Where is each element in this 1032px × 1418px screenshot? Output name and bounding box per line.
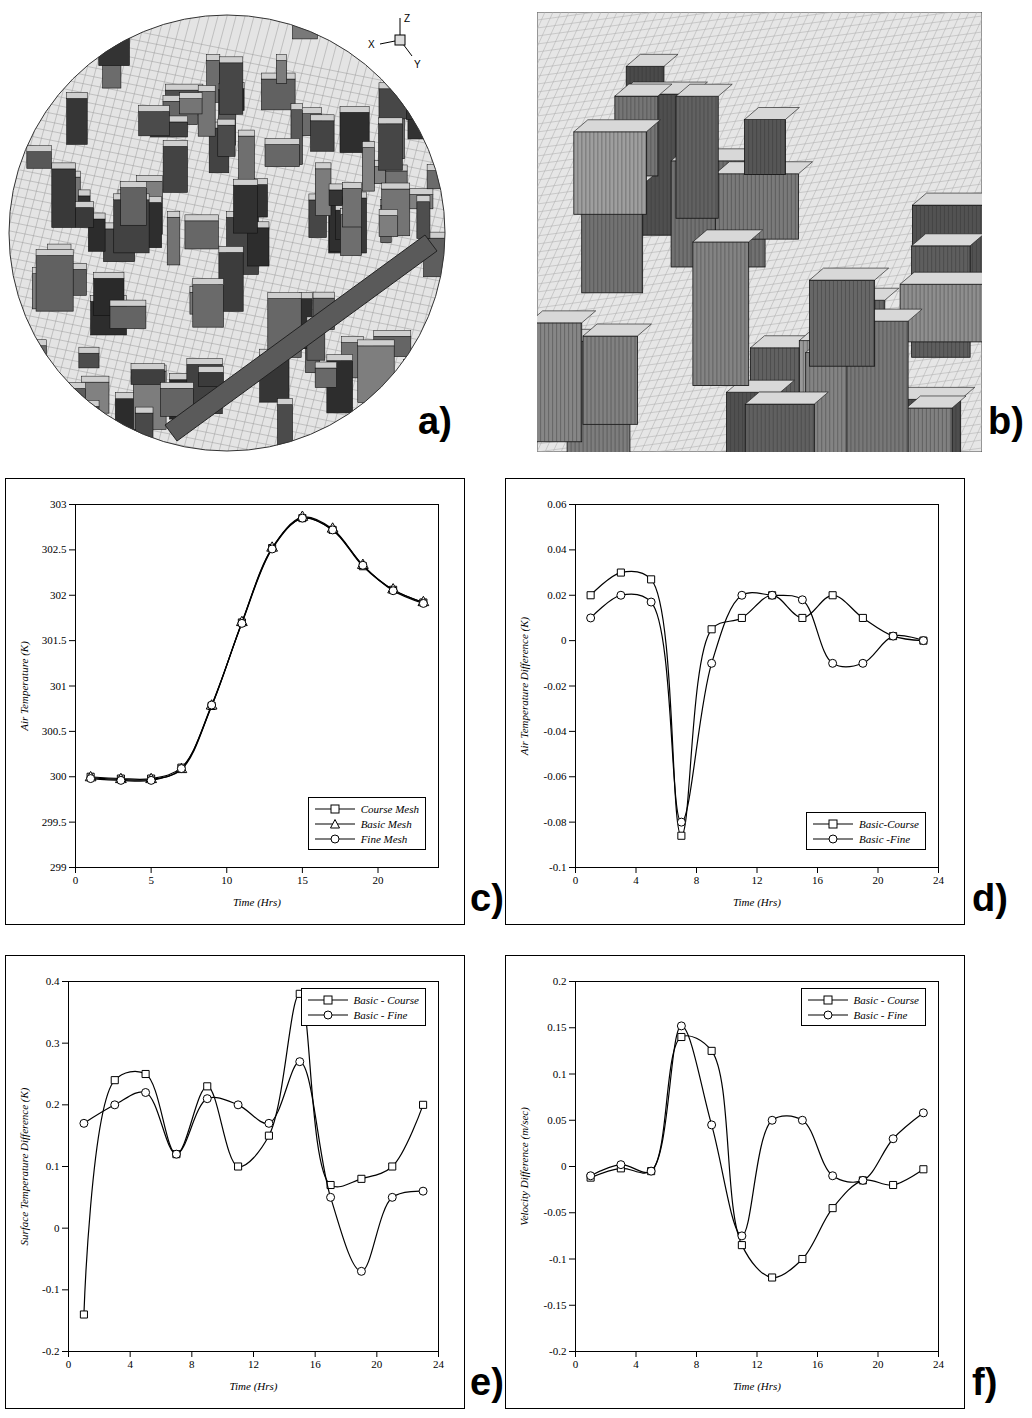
svg-text:Time (Hrs): Time (Hrs) bbox=[733, 896, 781, 909]
svg-text:4: 4 bbox=[127, 1358, 133, 1370]
svg-text:Air Temperature Difference (K): Air Temperature Difference (K) bbox=[518, 616, 531, 756]
svg-text:300: 300 bbox=[50, 770, 67, 782]
svg-text:301: 301 bbox=[50, 680, 67, 692]
svg-text:Air Temperature (K): Air Temperature (K) bbox=[18, 641, 31, 732]
svg-text:0.06: 0.06 bbox=[547, 498, 567, 510]
svg-text:Time (Hrs): Time (Hrs) bbox=[230, 1380, 278, 1393]
html-text:b): b) bbox=[988, 400, 1024, 442]
svg-text:24: 24 bbox=[433, 1358, 445, 1370]
svg-text:299: 299 bbox=[50, 861, 67, 873]
html-text:c): c) bbox=[470, 877, 504, 919]
svg-text:0: 0 bbox=[573, 874, 579, 886]
svg-text:0.3: 0.3 bbox=[46, 1037, 60, 1049]
svg-text:-0.08: -0.08 bbox=[544, 816, 567, 828]
svg-text:-0.06: -0.06 bbox=[544, 770, 567, 782]
html-text:Basic - Course: Basic - Course bbox=[353, 993, 419, 1006]
svg-text:8: 8 bbox=[189, 1358, 195, 1370]
svg-text:20: 20 bbox=[373, 874, 385, 886]
svg-text:Time (Hrs): Time (Hrs) bbox=[733, 1380, 781, 1393]
svg-text:0.2: 0.2 bbox=[46, 1098, 60, 1110]
svg-text:20: 20 bbox=[873, 874, 885, 886]
html-text:e): e) bbox=[470, 1361, 504, 1403]
svg-text:0: 0 bbox=[561, 634, 567, 646]
html-text:Course Mesh: Course Mesh bbox=[360, 802, 419, 815]
svg-text:0: 0 bbox=[573, 1358, 579, 1370]
svg-text:-0.02: -0.02 bbox=[544, 680, 567, 692]
svg-text:-0.1: -0.1 bbox=[549, 861, 566, 873]
svg-text:12: 12 bbox=[752, 874, 763, 886]
html-text:Basic - Course: Basic - Course bbox=[853, 993, 919, 1006]
svg-text:0: 0 bbox=[73, 874, 79, 886]
svg-text:0: 0 bbox=[66, 1358, 72, 1370]
svg-text:-0.15: -0.15 bbox=[544, 1299, 567, 1311]
svg-text:-0.1: -0.1 bbox=[42, 1283, 59, 1295]
svg-text:20: 20 bbox=[873, 1358, 885, 1370]
svg-text:10: 10 bbox=[221, 874, 233, 886]
svg-text:0.15: 0.15 bbox=[547, 1021, 567, 1033]
svg-text:-0.2: -0.2 bbox=[42, 1345, 59, 1357]
svg-text:-0.05: -0.05 bbox=[544, 1206, 567, 1218]
html-text:Fine Mesh: Fine Mesh bbox=[360, 832, 408, 845]
svg-text:24: 24 bbox=[933, 874, 945, 886]
svg-text:300.5: 300.5 bbox=[42, 725, 67, 737]
svg-text:299.5: 299.5 bbox=[42, 816, 67, 828]
svg-text:Velocity Difference (m/sec): Velocity Difference (m/sec) bbox=[518, 1107, 531, 1226]
svg-text:15: 15 bbox=[297, 874, 309, 886]
html-text:Basic - Fine: Basic - Fine bbox=[353, 1008, 408, 1021]
svg-text:8: 8 bbox=[694, 874, 700, 886]
svg-text:0: 0 bbox=[54, 1222, 60, 1234]
svg-text:0.02: 0.02 bbox=[547, 589, 566, 601]
svg-text:12: 12 bbox=[248, 1358, 259, 1370]
svg-text:16: 16 bbox=[812, 1358, 824, 1370]
html-text:Basic -Fine: Basic -Fine bbox=[859, 832, 911, 845]
svg-text:301.5: 301.5 bbox=[42, 634, 67, 646]
svg-text:303: 303 bbox=[50, 498, 67, 510]
svg-text:16: 16 bbox=[310, 1358, 322, 1370]
svg-text:-0.1: -0.1 bbox=[549, 1253, 566, 1265]
svg-text:4: 4 bbox=[633, 1358, 639, 1370]
svg-text:0.2: 0.2 bbox=[553, 975, 567, 987]
svg-text:20: 20 bbox=[371, 1358, 383, 1370]
svg-text:0.1: 0.1 bbox=[553, 1068, 567, 1080]
svg-text:0.04: 0.04 bbox=[547, 543, 567, 555]
html-text:f): f) bbox=[972, 1361, 998, 1403]
svg-text:Z: Z bbox=[404, 13, 410, 24]
svg-text:0.1: 0.1 bbox=[46, 1160, 60, 1172]
svg-text:0.05: 0.05 bbox=[547, 1114, 567, 1126]
svg-text:Surface Temperature Difference: Surface Temperature Difference (K) bbox=[18, 1087, 31, 1245]
svg-text:0: 0 bbox=[561, 1160, 567, 1172]
html-text:Basic Mesh: Basic Mesh bbox=[360, 817, 412, 830]
html-text:Basic - Fine: Basic - Fine bbox=[853, 1008, 908, 1021]
svg-text:302.5: 302.5 bbox=[42, 543, 67, 555]
svg-text:0.4: 0.4 bbox=[46, 975, 60, 987]
svg-text:Time (Hrs): Time (Hrs) bbox=[233, 896, 281, 909]
svg-text:-0.04: -0.04 bbox=[544, 725, 567, 737]
svg-text:5: 5 bbox=[148, 874, 154, 886]
svg-text:-0.2: -0.2 bbox=[549, 1345, 566, 1357]
html-text:d): d) bbox=[972, 877, 1008, 919]
svg-text:Y: Y bbox=[414, 59, 421, 70]
svg-text:X: X bbox=[368, 39, 375, 50]
svg-text:12: 12 bbox=[752, 1358, 763, 1370]
svg-text:302: 302 bbox=[50, 589, 67, 601]
html-text:Basic-Course: Basic-Course bbox=[859, 817, 919, 830]
svg-text:16: 16 bbox=[812, 874, 824, 886]
svg-text:8: 8 bbox=[694, 1358, 700, 1370]
svg-text:4: 4 bbox=[633, 874, 639, 886]
svg-text:24: 24 bbox=[933, 1358, 945, 1370]
html-text:a): a) bbox=[418, 400, 452, 442]
